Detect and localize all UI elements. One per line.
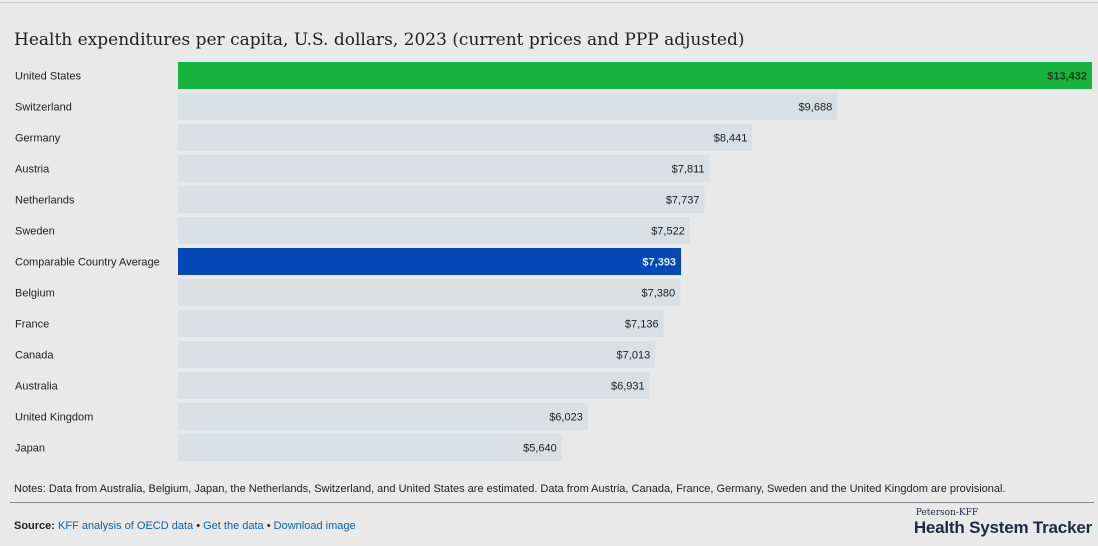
value-label: $7,737 (666, 195, 700, 207)
footer-divider (10, 502, 1094, 503)
category-label: Belgium (15, 288, 55, 300)
brand-name: Health System Tracker (913, 518, 1092, 537)
chart-title: Health expenditures per capita, U.S. dol… (14, 30, 745, 50)
brand-small-text: Peterson-KFF (915, 508, 979, 518)
category-label: Australia (15, 381, 59, 393)
category-label: France (15, 319, 49, 331)
bar (178, 372, 650, 399)
bar (178, 434, 562, 461)
value-label: $7,811 (672, 164, 705, 176)
bar (178, 279, 681, 306)
bar (178, 62, 1092, 89)
chart-notes: Notes: Data from Australia, Belgium, Jap… (14, 483, 1006, 495)
category-label: United Kingdom (15, 412, 93, 424)
value-label: $9,688 (799, 102, 833, 114)
value-label: $8,441 (714, 133, 748, 145)
separator-2: • (266, 520, 271, 532)
value-label: $7,522 (651, 226, 685, 238)
download-image-link[interactable]: Download image (273, 520, 356, 532)
separator-1: • (196, 520, 201, 532)
category-label: Germany (15, 133, 61, 145)
value-label: $7,380 (642, 288, 676, 300)
bar (178, 217, 690, 244)
category-label: United States (15, 71, 82, 83)
category-label: Japan (15, 443, 45, 455)
category-label: Canada (15, 350, 54, 362)
bar (178, 155, 710, 182)
value-label: $7,393 (642, 257, 676, 269)
bar (178, 248, 682, 275)
value-label: $13,432 (1047, 71, 1087, 83)
value-label: $6,931 (611, 381, 645, 393)
category-label: Switzerland (15, 102, 72, 114)
bar-chart: United States $13,432 Switzerland $9,688 Ger… (15, 62, 1092, 461)
category-label: Sweden (15, 226, 55, 238)
value-label: $5,640 (523, 443, 557, 455)
value-label: $6,023 (549, 412, 583, 424)
category-label: Comparable Country Average (15, 257, 160, 269)
bar (178, 93, 838, 120)
bar (178, 186, 705, 213)
value-label: $7,013 (617, 350, 651, 362)
bar (178, 310, 664, 337)
bar (178, 124, 753, 151)
bar (178, 341, 656, 368)
category-label: Netherlands (15, 195, 75, 207)
source-label: Source: (14, 520, 55, 532)
top-divider (0, 2, 1098, 3)
value-label: $7,136 (625, 319, 659, 331)
bar (178, 403, 588, 430)
category-label: Austria (15, 164, 50, 176)
get-data-link[interactable]: Get the data (203, 520, 264, 532)
source-line: Source: KFF analysis of OECD data • Get … (14, 520, 356, 532)
kff-analysis-link[interactable]: KFF analysis of OECD data (58, 520, 194, 532)
brand-logo: Peterson-KFF Health System Tracker (914, 508, 1092, 538)
